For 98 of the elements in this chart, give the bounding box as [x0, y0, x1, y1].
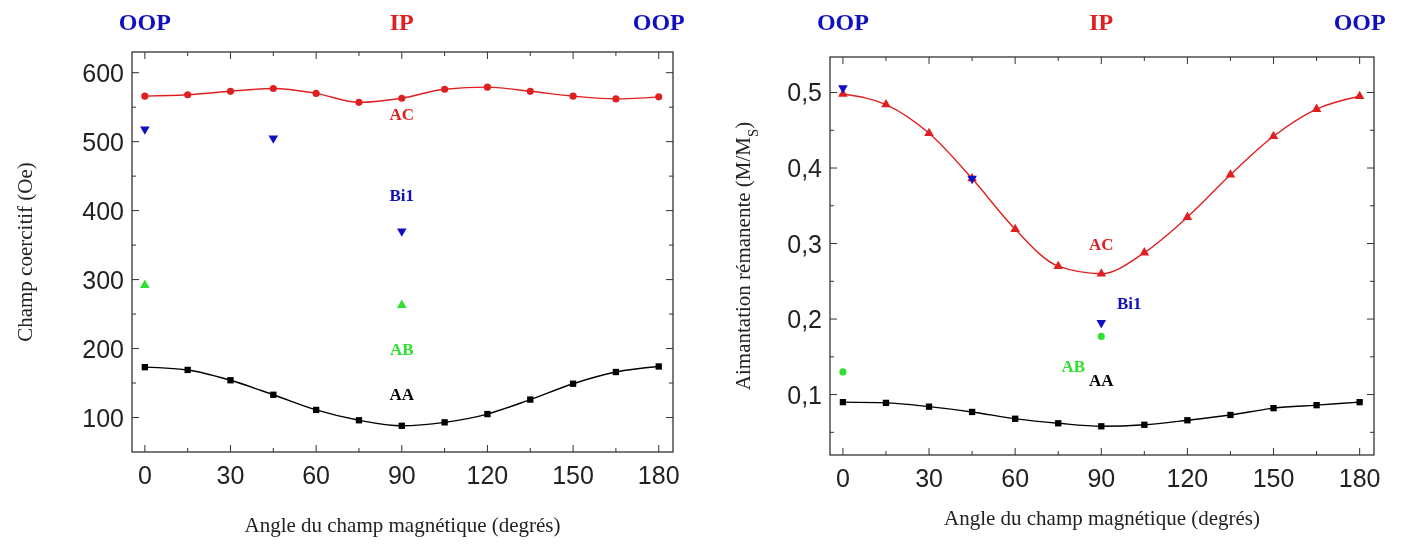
series-label: AA	[389, 384, 415, 404]
point	[569, 380, 577, 387]
point	[355, 98, 363, 106]
point	[396, 299, 407, 308]
point	[1139, 247, 1150, 256]
point	[140, 126, 150, 135]
x-tick-label: 90	[1087, 464, 1116, 492]
point	[1311, 103, 1322, 112]
point	[227, 377, 234, 384]
point	[184, 91, 192, 99]
annotation: IP	[389, 9, 414, 35]
y-tick-label: 300	[82, 265, 124, 294]
point	[398, 94, 406, 102]
point	[655, 363, 662, 370]
point	[968, 408, 976, 416]
series-label: Bi1	[1117, 293, 1142, 313]
x-tick-label: 120	[466, 461, 509, 489]
point	[569, 92, 577, 100]
point	[226, 87, 235, 95]
series-label: AC	[389, 105, 415, 125]
x-axis-title: Angle du champ magnétique (degrés)	[943, 506, 1261, 530]
y-tick-label: 100	[82, 403, 124, 432]
point	[1010, 223, 1020, 232]
annotation: OOP	[1333, 9, 1386, 35]
y-tick-label: 0,1	[787, 380, 822, 409]
point	[1268, 130, 1279, 140]
point	[1141, 421, 1148, 428]
x-axis-title: Angle du champ magnétique (degrés)	[244, 513, 561, 537]
x-tick-label: 30	[915, 464, 943, 492]
y-tick-label: 500	[82, 127, 124, 156]
point	[655, 93, 663, 101]
x-tick-label: 30	[216, 461, 245, 489]
point	[1098, 423, 1105, 430]
point	[1182, 211, 1193, 220]
point	[441, 419, 448, 426]
point	[1354, 90, 1365, 100]
y-tick-label: 0,3	[787, 229, 822, 258]
point	[881, 99, 891, 108]
y-tick-label: 200	[82, 334, 124, 363]
point	[270, 391, 277, 398]
point	[140, 279, 150, 288]
x-tick-label: 0	[137, 461, 152, 489]
point	[1225, 169, 1236, 178]
x-tick-label: 180	[1338, 464, 1381, 492]
point	[1227, 411, 1234, 419]
point	[269, 84, 277, 93]
point	[1184, 417, 1191, 424]
point	[312, 406, 320, 414]
text: AA	[1089, 371, 1115, 391]
series-label: AC	[1089, 234, 1114, 254]
point	[484, 410, 491, 418]
y-axis-title: Champ coercitif (Oe)	[13, 162, 37, 342]
x-tick-label: 60	[302, 461, 331, 489]
annotation: IP	[1089, 9, 1114, 35]
point	[1055, 420, 1062, 427]
point	[312, 89, 320, 97]
x-tick-label: 150	[552, 461, 594, 489]
y-tick-label: 0,5	[787, 78, 822, 107]
point	[925, 403, 933, 410]
point	[141, 364, 149, 371]
point	[1356, 398, 1363, 406]
point	[1313, 401, 1320, 409]
point	[612, 368, 620, 376]
point	[839, 398, 847, 406]
x-tick-label: 0	[835, 464, 850, 492]
point	[882, 399, 890, 407]
point	[355, 417, 363, 424]
point	[924, 127, 934, 137]
annotation: OOP	[118, 9, 171, 35]
y-tick-label: 0,2	[787, 305, 822, 334]
point	[839, 368, 847, 376]
annotation: OOP	[816, 9, 869, 35]
point	[184, 366, 191, 374]
y-tick-label: 0,4	[787, 154, 823, 183]
point	[527, 396, 534, 403]
point	[268, 135, 279, 144]
annotation: OOP	[632, 9, 685, 35]
point	[441, 85, 449, 93]
x-tick-label: 150	[1252, 464, 1295, 492]
point	[1012, 415, 1019, 422]
x-tick-label: 60	[1001, 464, 1030, 492]
x-tick-label: 90	[387, 461, 416, 489]
x-tick-label: 180	[637, 461, 680, 489]
series-label: Bi1	[389, 186, 415, 206]
x-tick-label: 120	[1166, 464, 1209, 492]
point	[612, 95, 620, 103]
series-label: AB	[389, 340, 414, 360]
y-tick-label: 600	[82, 58, 124, 87]
y-tick-label: 400	[82, 196, 124, 225]
series-label: AB	[1061, 357, 1086, 377]
point	[1097, 332, 1105, 340]
point	[1053, 260, 1064, 269]
point	[526, 87, 534, 95]
point	[1270, 405, 1277, 412]
point	[483, 83, 491, 91]
point	[141, 92, 149, 100]
point	[1096, 268, 1107, 277]
point	[398, 422, 405, 429]
